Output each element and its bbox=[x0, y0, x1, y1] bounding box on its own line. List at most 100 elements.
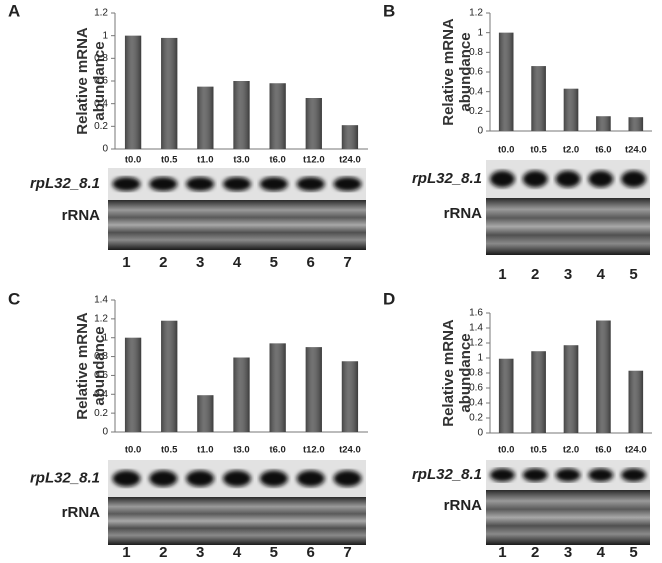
gel-band bbox=[333, 176, 362, 192]
panel-label: A bbox=[8, 1, 20, 20]
y-tick-label: 0.4 bbox=[469, 398, 483, 409]
lane-number: 2 bbox=[159, 254, 167, 271]
x-tick-label: t0.5 bbox=[161, 155, 178, 166]
bar-shade bbox=[269, 343, 286, 432]
lane-number: 6 bbox=[307, 544, 315, 561]
bar-shade bbox=[305, 98, 322, 149]
x-tick-label: t24.0 bbox=[625, 145, 647, 156]
lane-number: 6 bbox=[307, 254, 315, 271]
bar-shade bbox=[269, 83, 286, 149]
y-tick-label: 1 bbox=[102, 30, 108, 41]
y-axis-label: Relative mRNAabundance bbox=[440, 319, 474, 427]
x-tick-label: t24.0 bbox=[339, 155, 361, 166]
y-tick-label: 0 bbox=[477, 428, 483, 439]
reference-label: rRNA bbox=[444, 497, 483, 514]
lane-number: 4 bbox=[233, 254, 242, 271]
y-tick-label: 0.6 bbox=[94, 370, 108, 381]
bar-shade bbox=[498, 32, 514, 131]
lane-number: 7 bbox=[343, 544, 351, 561]
bar-shade bbox=[628, 370, 644, 433]
gene-label: rpL32_8.1 bbox=[30, 469, 100, 486]
y-axis-label: Relative mRNAabundance bbox=[74, 312, 108, 420]
y-tick-label: 0.2 bbox=[469, 413, 483, 424]
gel-band bbox=[149, 176, 178, 192]
bar-shade bbox=[197, 86, 214, 149]
gel-band bbox=[186, 470, 215, 487]
lane-number: 3 bbox=[564, 266, 572, 283]
bar-shade bbox=[124, 35, 142, 149]
lane-number: 5 bbox=[270, 254, 278, 271]
gel-band bbox=[259, 176, 288, 192]
bar-shade bbox=[161, 37, 178, 149]
x-tick-label: t6.0 bbox=[595, 145, 611, 156]
x-tick-label: t0.5 bbox=[161, 445, 178, 456]
lane-number: 4 bbox=[597, 544, 606, 561]
x-tick-label: t2.0 bbox=[563, 445, 579, 456]
panel-label: C bbox=[8, 289, 20, 308]
y-tick-label: 0.4 bbox=[469, 86, 483, 97]
y-tick-label: 0.8 bbox=[94, 53, 108, 64]
bar-shade bbox=[197, 395, 214, 432]
bar-shade bbox=[531, 66, 546, 131]
y-tick-label: 0 bbox=[477, 126, 483, 137]
bar-shade bbox=[563, 345, 579, 433]
lane-number: 7 bbox=[343, 254, 351, 271]
y-tick-label: 0.8 bbox=[94, 351, 108, 362]
y-tick-label: 1.4 bbox=[469, 323, 483, 334]
bar-shade bbox=[233, 357, 250, 432]
lane-number: 2 bbox=[159, 544, 167, 561]
lane-number: 5 bbox=[629, 544, 637, 561]
gel-band bbox=[588, 468, 614, 482]
bar-shade bbox=[341, 125, 359, 149]
y-tick-label: 0.4 bbox=[94, 98, 108, 109]
gel-band bbox=[588, 170, 614, 188]
gel-band bbox=[222, 176, 252, 192]
x-tick-label: t24.0 bbox=[339, 445, 361, 456]
bar-shade bbox=[498, 358, 514, 433]
bar-shade bbox=[596, 116, 611, 131]
y-tick-label: 0.4 bbox=[94, 389, 108, 400]
bar-shade bbox=[628, 117, 644, 131]
gel-band bbox=[555, 468, 581, 482]
rrna-gel bbox=[486, 490, 650, 545]
gel-band bbox=[296, 470, 325, 487]
lane-number: 2 bbox=[531, 266, 539, 283]
gel-band bbox=[621, 170, 647, 188]
lane-number: 5 bbox=[270, 544, 278, 561]
y-tick-label: 0.8 bbox=[469, 368, 483, 379]
x-tick-label: t0.0 bbox=[498, 445, 514, 456]
lane-number: 3 bbox=[564, 544, 572, 561]
y-tick-label: 1.2 bbox=[469, 338, 483, 349]
bar-shade bbox=[124, 337, 142, 432]
x-tick-label: t0.0 bbox=[125, 445, 141, 456]
rrna-gel bbox=[486, 198, 650, 255]
y-tick-label: 1.2 bbox=[94, 8, 108, 19]
panel-label: B bbox=[383, 1, 395, 20]
gel-band bbox=[522, 468, 548, 482]
lane-number: 1 bbox=[498, 266, 506, 283]
x-tick-label: t6.0 bbox=[269, 155, 285, 166]
y-tick-label: 0.6 bbox=[469, 67, 483, 78]
gel-band bbox=[112, 176, 141, 192]
y-axis-label: Relative mRNAabundance bbox=[74, 27, 108, 135]
bar-shade bbox=[596, 320, 611, 433]
y-tick-label: 0.6 bbox=[94, 76, 108, 87]
y-tick-label: 1.6 bbox=[469, 308, 483, 319]
y-tick-label: 0.2 bbox=[94, 121, 108, 132]
reference-label: rRNA bbox=[62, 207, 101, 224]
lane-number: 4 bbox=[233, 544, 242, 561]
lane-number: 1 bbox=[498, 544, 506, 561]
x-tick-label: t6.0 bbox=[595, 445, 611, 456]
gel-band bbox=[621, 468, 647, 482]
lane-number: 3 bbox=[196, 254, 204, 271]
lane-number: 5 bbox=[629, 266, 637, 283]
bar-shade bbox=[531, 351, 546, 433]
gene-label: rpL32_8.1 bbox=[412, 170, 482, 187]
x-tick-label: t2.0 bbox=[563, 145, 579, 156]
lane-number: 3 bbox=[196, 544, 204, 561]
reference-label: rRNA bbox=[444, 205, 483, 222]
y-tick-label: 0.6 bbox=[469, 383, 483, 394]
gel-band bbox=[112, 470, 141, 487]
x-tick-label: t12.0 bbox=[303, 445, 325, 456]
y-axis-label: Relative mRNAabundance bbox=[440, 18, 474, 126]
